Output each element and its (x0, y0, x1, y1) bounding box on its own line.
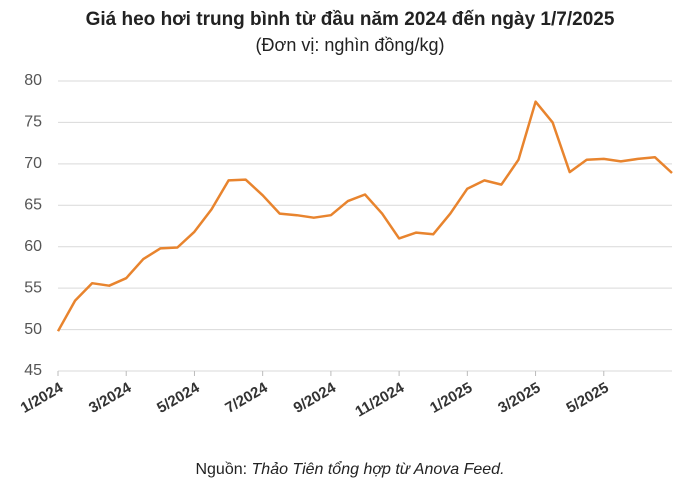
line (56, 100, 673, 332)
x-tick-label: 5/2024 (154, 379, 203, 417)
y-tick-label: 60 (24, 238, 42, 255)
x-tick-label: 3/2024 (86, 379, 135, 417)
y-tick-label: 65 (24, 197, 42, 214)
x-tick-label: 3/2025 (495, 379, 543, 417)
x-tick-label: 11/2024 (352, 379, 407, 421)
x-tick-label: 9/2024 (291, 379, 340, 417)
y-tick-label: 75 (24, 114, 42, 131)
source: Nguồn: Thảo Tiên tổng hợp từ Anova Feed. (195, 460, 504, 478)
chart-subtitle: (Đơn vị: nghìn đồng/kg) (256, 35, 445, 55)
y-tick-label: 80 (24, 72, 42, 89)
y-tick-label: 55 (24, 279, 42, 296)
source-label: Nguồn: (195, 461, 247, 478)
x-tick-label: 7/2024 (222, 379, 271, 417)
x-tick-label: 1/2025 (427, 379, 475, 417)
source-text: Thảo Tiên tổng hợp từ Anova Feed. (252, 460, 505, 478)
y-tick-label: 45 (24, 362, 42, 379)
chart-title: Giá heo hơi trung bình từ đầu năm 2024 đ… (86, 9, 615, 30)
y-tick-label: 50 (24, 321, 42, 338)
x-tick-label: 1/2024 (18, 379, 67, 417)
y-tick-label: 70 (24, 155, 42, 172)
x-tick-label: 5/2025 (564, 379, 612, 417)
